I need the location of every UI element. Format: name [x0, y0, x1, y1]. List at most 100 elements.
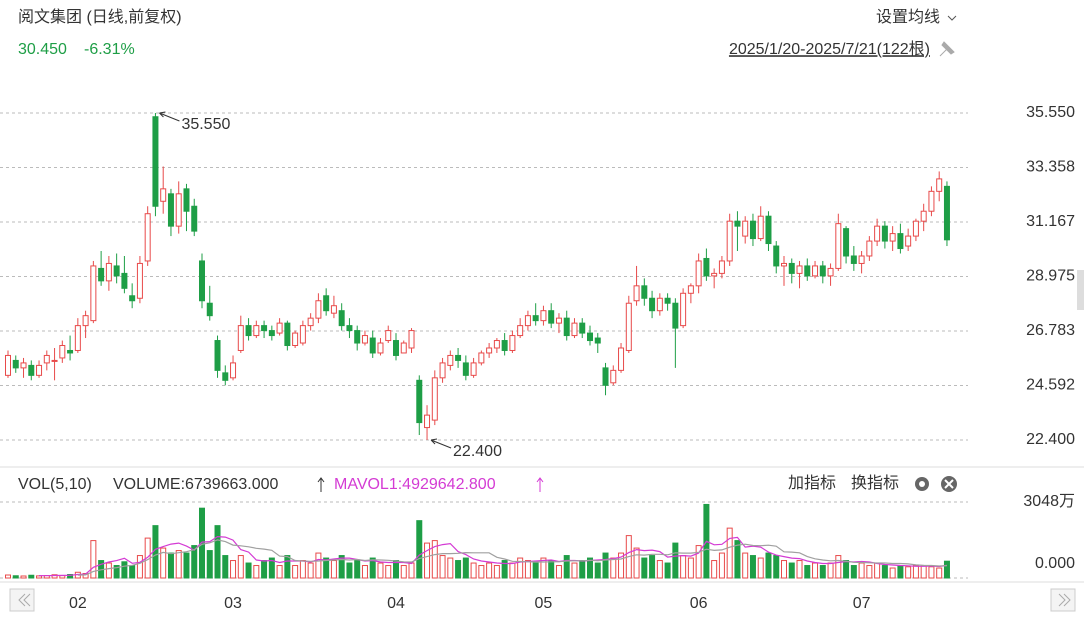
candle-body: [618, 347, 625, 371]
candle-body: [656, 297, 663, 312]
volume-bar: [167, 552, 174, 579]
annotation-label: 35.550: [181, 116, 230, 133]
volume-bar: [338, 555, 345, 579]
candle-body: [649, 297, 656, 312]
candle-body: [889, 233, 896, 242]
candle-body: [67, 349, 74, 354]
volume-bar: [773, 555, 780, 579]
candle-body: [563, 317, 570, 337]
candle-body: [470, 362, 477, 376]
candle-body: [439, 362, 446, 379]
volume-bar: [749, 555, 756, 579]
volume-bar: [245, 562, 252, 579]
volume-bar: [742, 552, 749, 579]
candle-body: [905, 235, 912, 247]
candle-body: [928, 190, 935, 212]
pin-icon[interactable]: [939, 41, 955, 57]
annotation-arrow: [159, 111, 180, 122]
volume-bar: [555, 565, 562, 579]
switch-indicator[interactable]: 换指标: [851, 474, 899, 492]
candle-body: [28, 364, 35, 376]
candle-body: [773, 245, 780, 267]
candle-body: [509, 335, 516, 351]
scroll-left[interactable]: [9, 588, 35, 612]
candle-body: [625, 302, 632, 351]
volume-bar: [788, 562, 795, 579]
candle-body: [292, 332, 299, 347]
candle-body: [804, 265, 811, 277]
candle-body: [493, 340, 500, 349]
candle-body: [175, 193, 182, 227]
add-indicator[interactable]: 加指标: [788, 474, 836, 492]
y-tick-label: 0.000: [1035, 555, 1075, 572]
candle-body: [105, 262, 112, 282]
annotation-label: 22.400: [453, 443, 502, 460]
date-range[interactable]: 2025/1/20-2025/7/21(122根): [729, 40, 930, 58]
candle-body: [90, 265, 97, 322]
candle-body: [51, 359, 58, 362]
candle-body: [641, 285, 648, 299]
volume-bar: [843, 560, 850, 579]
volume-bar: [28, 574, 35, 579]
volume-bar: [393, 560, 399, 579]
candle-body: [36, 364, 43, 376]
volume-bar: [20, 575, 27, 579]
volume-bar: [866, 565, 873, 579]
change: -6.31%: [84, 41, 135, 58]
volume-bar: [812, 562, 819, 579]
volume-bar: [889, 567, 896, 579]
annotation-arrow: [430, 438, 452, 449]
candle-body: [718, 260, 725, 274]
candle-body: [850, 255, 857, 264]
volume-bar: [695, 545, 702, 579]
volume-bar: [571, 562, 578, 579]
volume-bar: [160, 547, 167, 579]
side-handle[interactable]: [1077, 270, 1084, 310]
volume-bar: [835, 555, 842, 579]
candle-body: [408, 330, 415, 349]
volume-bar: [548, 560, 555, 579]
candle-body: [136, 262, 143, 299]
candle-body: [858, 255, 865, 264]
volume-bar: [827, 562, 834, 579]
y-tick-label: 31.167: [1026, 213, 1075, 230]
chart-title: 阅文集团 (日线,前复权): [18, 8, 182, 26]
candle-body: [517, 325, 524, 337]
y-tick-label: 33.358: [1026, 159, 1075, 176]
volume-bar: [230, 560, 237, 579]
volume-bar: [315, 552, 322, 579]
ma-setting[interactable]: 设置均线: [876, 8, 940, 26]
y-tick-label: 24.592: [1026, 377, 1075, 394]
candle-body: [788, 262, 795, 274]
volume-bar: [486, 562, 493, 579]
scroll-right[interactable]: [1050, 588, 1076, 612]
volume-bar: [12, 575, 19, 579]
y-tick-label: 35.550: [1026, 104, 1075, 121]
candle-body: [113, 265, 120, 277]
volume-bar: [540, 557, 547, 579]
volume-bar: [330, 560, 337, 579]
candle-body: [874, 225, 881, 242]
volume-bar: [687, 557, 694, 579]
volume-bar: [299, 560, 306, 579]
volume-bar: [563, 555, 570, 579]
volume-bar: [400, 565, 407, 579]
candle-body: [98, 267, 105, 282]
volume-bar: [532, 562, 539, 579]
candle-body: [299, 325, 306, 344]
y-tick-label: 26.783: [1026, 322, 1075, 339]
candle-body: [819, 265, 826, 277]
volume-bar: [424, 542, 431, 579]
volume-bar: [447, 557, 454, 579]
candle-body: [455, 354, 462, 361]
candle-body: [338, 310, 345, 327]
candle-body: [633, 285, 640, 302]
candle-body: [416, 379, 423, 424]
volume-bar: [524, 560, 531, 579]
candle-body: [524, 315, 531, 327]
dropdown-icon[interactable]: [947, 15, 957, 21]
candle-body: [881, 225, 888, 242]
candle-body: [765, 215, 772, 245]
